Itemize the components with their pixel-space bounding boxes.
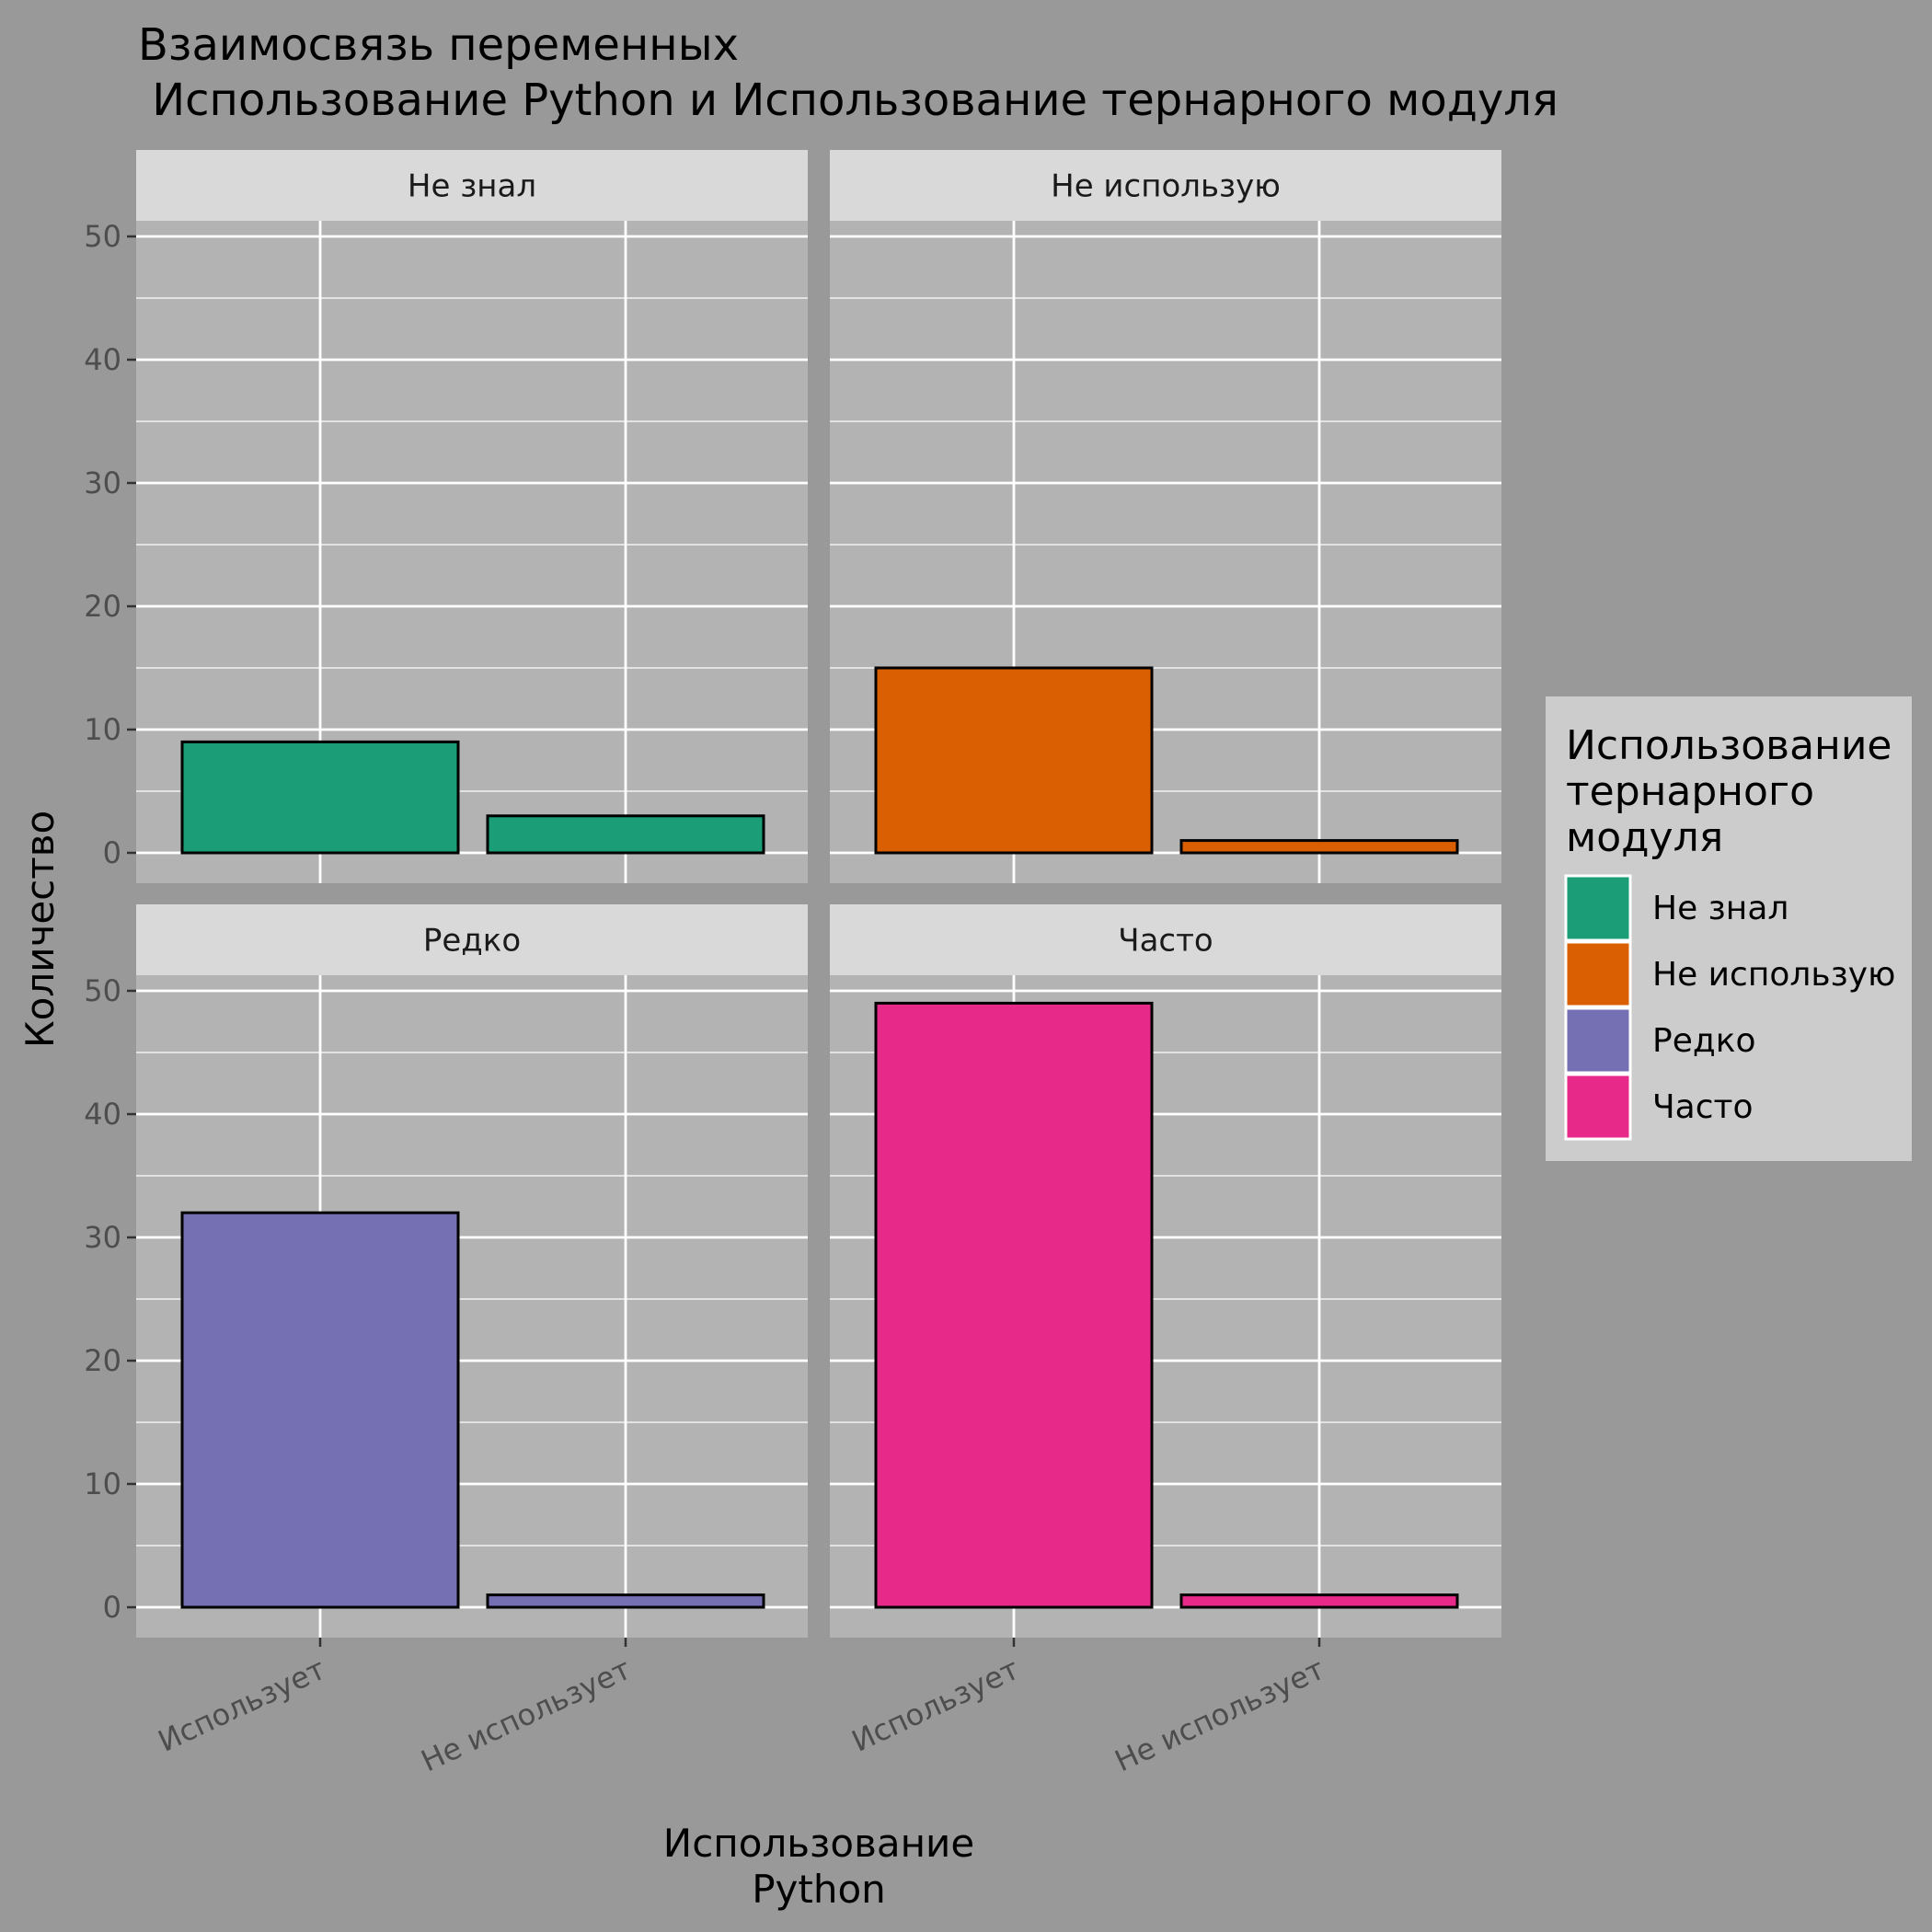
facet-strip: [830, 150, 1501, 221]
legend-items: Не знал Не использую Редко Часто: [1564, 874, 1895, 1141]
y-tick-label: 10: [84, 1466, 121, 1501]
x-axis-title-line2: Python: [752, 1867, 886, 1912]
facet-strip-label: Не использую: [1051, 168, 1281, 205]
legend: Использование тернарного модуля Не зналН…: [1546, 696, 1912, 1161]
x-axis-title-line1: Использование: [663, 1821, 974, 1866]
x-tick-label: Не использует: [416, 1651, 636, 1779]
legend-label: Не использую: [1652, 956, 1895, 994]
y-tick-label: 10: [84, 712, 121, 747]
legend-label: Часто: [1652, 1088, 1754, 1126]
legend-title-line2: тернарного: [1566, 768, 1814, 815]
bar: [180, 1211, 460, 1609]
facet-strip-label: Не знал: [408, 168, 536, 205]
y-tick-label: 30: [84, 466, 121, 500]
legend-key: [1564, 874, 1632, 942]
x-tick-label: Не использует: [1110, 1651, 1329, 1779]
legend-label: Редко: [1652, 1022, 1756, 1060]
x-tick-label: Использует: [846, 1651, 1024, 1759]
bar: [486, 1593, 765, 1609]
facet-panel: Часто Использует Не использует: [830, 904, 1501, 1778]
bar: [874, 1001, 1154, 1609]
facet-panels: Не знал 0 10 20 30 40 50 Не использую Редко 0 10 20…: [84, 150, 1501, 1778]
facet-strip-label: Часто: [1118, 923, 1213, 960]
facet-panel: Не использую: [830, 150, 1501, 883]
facet-panel: Не знал 0 10 20 30 40 50: [84, 150, 808, 883]
legend-key: [1564, 1006, 1632, 1075]
legend-key: [1564, 1073, 1632, 1141]
legend-title-line1: Использование: [1566, 722, 1892, 769]
facet-strip: [136, 904, 808, 975]
bar: [486, 814, 765, 855]
facet-strip-label: Редко: [423, 923, 521, 960]
y-tick-label: 40: [84, 1097, 121, 1132]
legend-key: [1564, 940, 1632, 1008]
y-tick-label: 0: [103, 835, 121, 870]
legend-title-line3: модуля: [1566, 814, 1723, 861]
y-tick-label: 20: [84, 1343, 121, 1378]
bar: [874, 666, 1154, 855]
bar: [1179, 839, 1459, 855]
chart-title-line2: Использование Python и Использование тер…: [138, 75, 1558, 126]
y-tick-label: 50: [84, 973, 121, 1008]
y-tick-label: 30: [84, 1220, 121, 1255]
y-tick-label: 50: [84, 219, 121, 254]
legend-label: Не знал: [1652, 890, 1788, 927]
bar: [180, 740, 460, 855]
facet-strip: [830, 904, 1501, 975]
y-tick-label: 40: [84, 342, 121, 377]
facet-panel: Редко 0 10 20 30 40 50 Использует Не использует: [84, 904, 808, 1778]
y-tick-label: 0: [103, 1590, 121, 1625]
facet-strip: [136, 150, 808, 221]
bar: [1179, 1593, 1459, 1609]
x-tick-label: Использует: [153, 1651, 330, 1759]
y-tick-label: 20: [84, 589, 121, 624]
y-axis-title: Количество: [17, 811, 63, 1048]
chart-title-line1: Взаимосвязь переменных: [138, 19, 739, 71]
